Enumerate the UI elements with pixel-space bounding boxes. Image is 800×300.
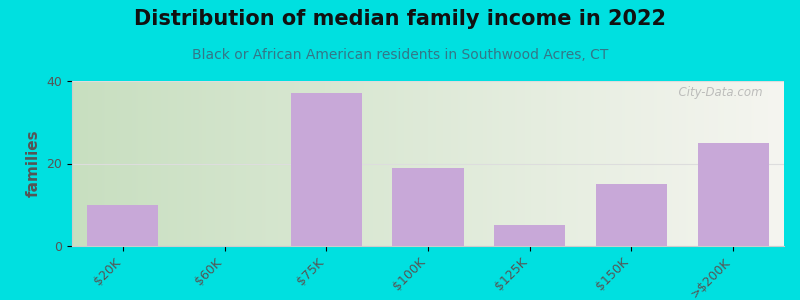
- Bar: [392, 168, 464, 246]
- Bar: [596, 184, 667, 246]
- Bar: [494, 225, 566, 246]
- Bar: [87, 205, 158, 246]
- Y-axis label: families: families: [26, 130, 41, 197]
- Text: Distribution of median family income in 2022: Distribution of median family income in …: [134, 9, 666, 29]
- Bar: [698, 143, 769, 246]
- Bar: [290, 93, 362, 246]
- Text: Black or African American residents in Southwood Acres, CT: Black or African American residents in S…: [192, 48, 608, 62]
- Text: City-Data.com: City-Data.com: [671, 86, 762, 99]
